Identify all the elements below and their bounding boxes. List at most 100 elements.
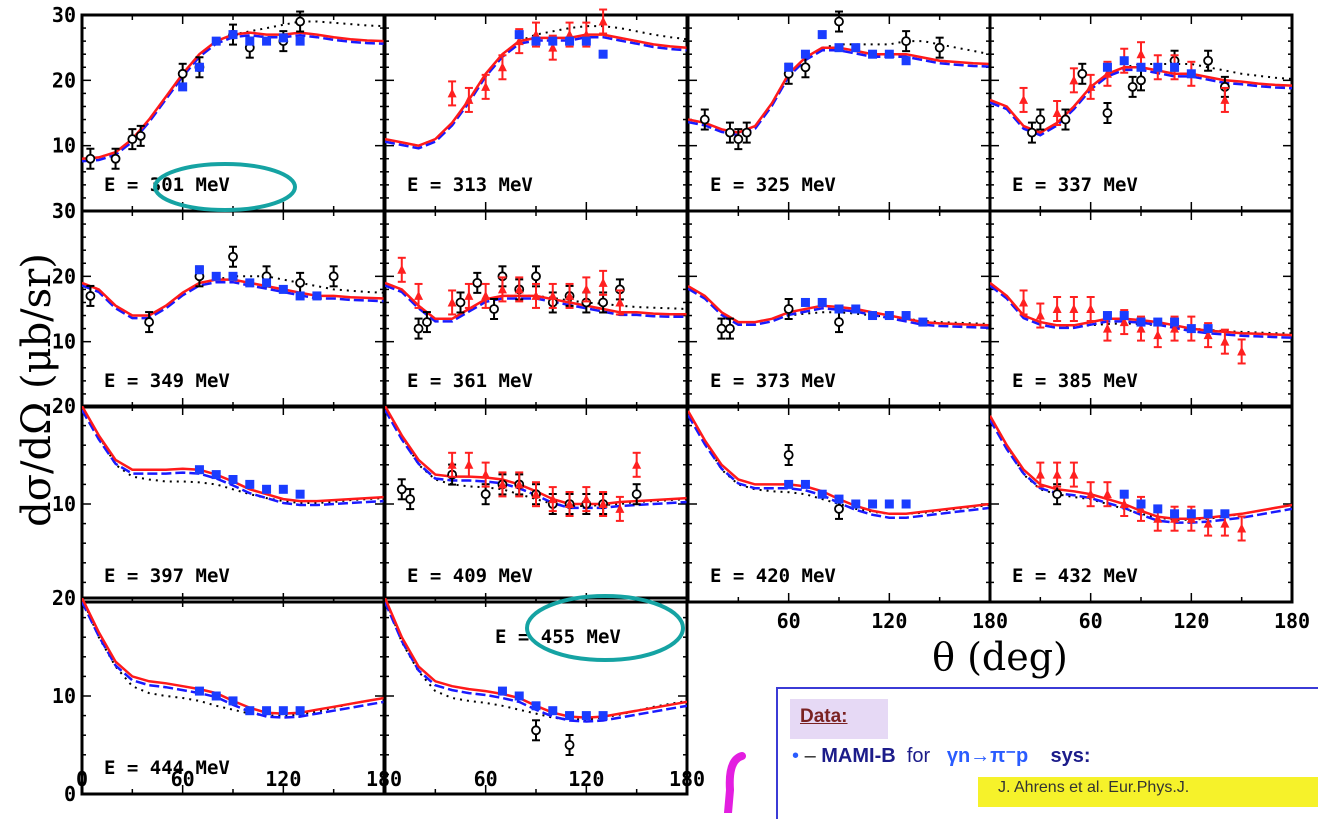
theory-curve-solid [82,598,384,715]
black-data-point [228,251,238,262]
red-data-point [1052,108,1062,117]
mami-data-point [1136,62,1146,72]
panel-energy-label: E = 349 MeV [104,370,230,392]
red-data-point [598,499,608,508]
mami-data-point [278,33,288,43]
mami-data-point [1153,317,1163,327]
mami-data-point [581,711,591,721]
theory-curve-solid [385,33,687,147]
mami-data-point [262,706,272,716]
theory-curve-solid [688,46,990,134]
x-tick-label: 120 [1173,609,1209,633]
theory-curve-solid [82,406,384,503]
black-data-point [144,317,155,327]
panel-energy-label: E = 444 MeV [104,757,230,779]
black-data-point [85,291,96,301]
legend-sys: sys: [1050,745,1091,767]
red-data-point [531,489,541,499]
red-data-point [1035,310,1045,320]
black-data-point [472,277,483,288]
panel-energy-label: E = 337 MeV [1012,174,1138,196]
mami-data-point [784,62,794,72]
mami-data-point [1170,509,1180,519]
x-tick-label: 60 [474,767,498,791]
red-data-point [514,284,524,294]
panel-energy-label: E = 301 MeV [104,174,230,196]
mami-data-point [784,479,794,489]
mami-data-point [178,82,188,92]
black-data-point [531,271,541,282]
mami-data-point [800,297,810,307]
red-data-point [497,479,507,489]
theory-curve-dashed [688,287,990,330]
y-tick-label: 0 [64,782,76,806]
mami-data-point [211,691,221,701]
y-tick-label: 10 [52,330,76,354]
black-data-point [725,127,735,138]
red-data-point [447,297,457,307]
black-data-point [177,68,188,79]
red-data-point [565,29,575,39]
red-data-point [1220,94,1230,104]
theory-curve-dotted [688,40,990,134]
red-data-point [1153,513,1163,523]
black-data-point [564,740,575,750]
mami-data-point [834,494,844,504]
red-data-point [598,16,608,26]
red-data-point [581,29,591,39]
red-data-point [1069,304,1079,313]
red-data-point [548,494,558,504]
red-data-point [481,469,491,479]
mami-data-point [1203,509,1213,519]
red-data-point [1086,489,1096,499]
red-data-point [1203,518,1213,528]
panel-energy-label: E = 420 MeV [710,565,836,587]
panel-energy-label: E = 313 MeV [407,174,533,196]
red-data-point [1237,346,1247,356]
mami-data-point [194,265,204,275]
black-data-point [295,16,306,27]
mami-data-point [581,36,591,46]
mami-data-point [312,291,322,301]
red-data-point [581,494,591,504]
red-data-point [565,290,575,300]
red-data-point [565,499,575,508]
red-data-point [1086,304,1096,313]
red-data-point [1119,317,1129,327]
mami-data-point [211,470,221,480]
x-axis-label: θ (deg) [932,635,1068,679]
red-data-point [1019,297,1029,307]
red-data-point [1237,523,1247,533]
mami-data-point [918,317,928,327]
black-data-point [1102,108,1113,118]
red-data-point [1069,469,1079,479]
red-data-point [514,36,524,46]
mami-data-point [817,30,827,40]
mami-data-point [245,36,255,46]
x-tick-label: 180 [1274,609,1310,633]
black-data-point [783,304,794,314]
mami-data-point [194,465,204,475]
black-data-point [1203,55,1214,66]
black-data-point [1052,489,1063,500]
theory-curve-dashed [82,280,384,320]
black-data-point [328,271,339,282]
mami-data-point [278,706,288,716]
red-data-point [1170,323,1180,333]
mami-data-point [868,499,878,509]
mami-data-point [1170,62,1180,72]
theory-curve-dotted [82,275,384,317]
mami-data-point [514,30,524,40]
red-data-point [464,94,474,104]
mami-data-point [565,36,575,46]
black-data-point [901,36,912,47]
red-data-point [1019,94,1029,104]
mami-data-point [531,701,541,711]
red-data-point [1102,489,1112,499]
red-data-point [1086,81,1096,91]
red-data-point [615,297,625,307]
y-tick-label: 30 [52,199,76,223]
red-data-point [1203,330,1213,340]
mami-data-point [295,291,305,301]
mami-data-point [497,686,507,696]
